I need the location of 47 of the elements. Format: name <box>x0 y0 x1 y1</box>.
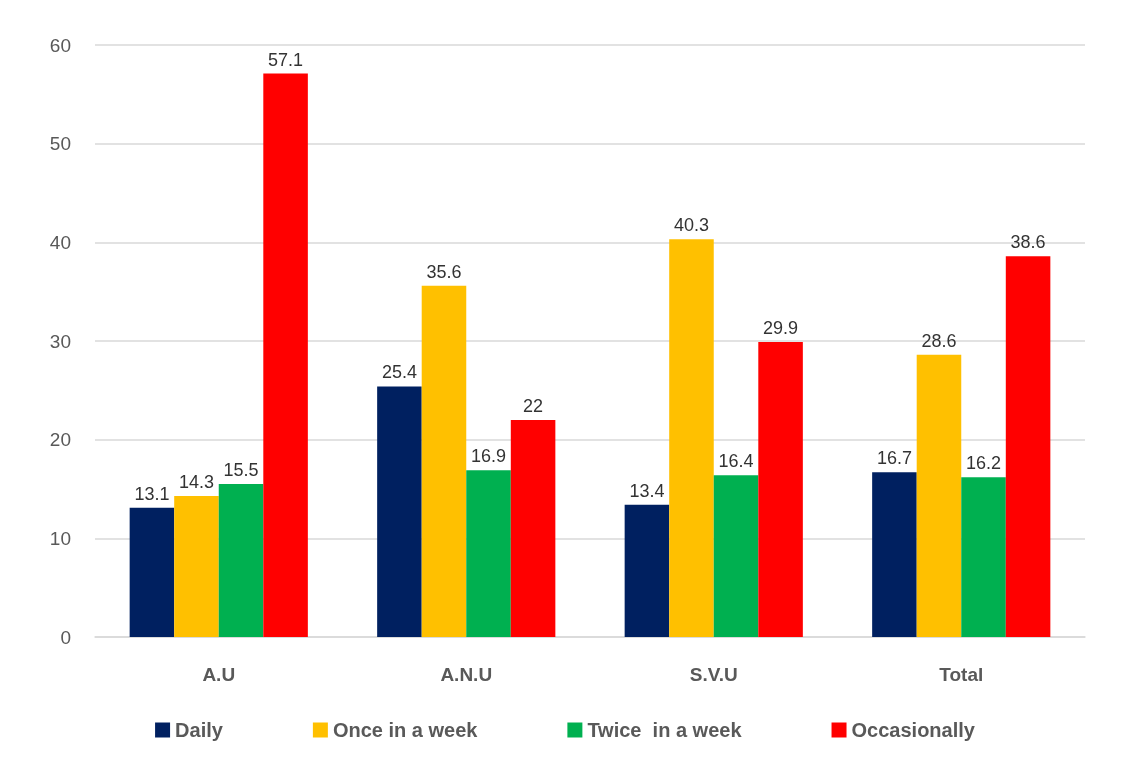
data-label: 13.1 <box>134 483 170 504</box>
bar <box>1005 256 1051 637</box>
data-label: 22 <box>523 395 544 416</box>
legend-label: Daily <box>175 719 224 741</box>
bar <box>669 239 714 637</box>
data-label: 25.4 <box>381 362 417 383</box>
data-label: 13.4 <box>629 480 665 501</box>
data-label: 16.9 <box>471 446 507 467</box>
data-label: 29.9 <box>763 317 799 338</box>
y-tick-label: 30 <box>49 330 71 352</box>
x-tick-label: A.N.U <box>440 664 493 685</box>
y-tick-label: 10 <box>49 527 71 549</box>
x-tick-label: Total <box>939 664 984 685</box>
data-label: 16.4 <box>718 451 754 472</box>
data-label: 28.6 <box>921 330 957 351</box>
bar <box>624 504 670 637</box>
y-tick-label: 0 <box>60 626 71 648</box>
data-label: 16.2 <box>966 453 1002 474</box>
bar <box>758 341 803 637</box>
data-label: 35.6 <box>426 261 462 282</box>
y-tick-label: 40 <box>49 231 71 253</box>
bar <box>872 472 917 637</box>
data-label: 15.5 <box>223 460 259 481</box>
data-label: 40.3 <box>673 215 709 236</box>
bar <box>466 470 511 637</box>
bar <box>961 477 1006 637</box>
bar <box>510 419 556 637</box>
legend-label: Occasionally <box>851 719 976 741</box>
bar <box>174 495 219 637</box>
data-label: 38.6 <box>1010 232 1046 253</box>
y-tick-label: 60 <box>49 34 71 56</box>
bar <box>218 484 264 637</box>
bar <box>263 73 308 637</box>
bar <box>916 354 962 637</box>
bar <box>377 386 422 637</box>
bar <box>713 475 759 637</box>
y-tick-label: 50 <box>49 133 71 155</box>
data-label: 14.3 <box>178 471 214 492</box>
x-tick-label: S.V.U <box>689 664 738 685</box>
legend-label: Once in a week <box>332 719 479 741</box>
x-tick-label: A.U <box>202 664 236 685</box>
y-tick-label: 20 <box>49 429 71 451</box>
data-label: 57.1 <box>268 49 304 70</box>
bar <box>129 507 175 637</box>
bar <box>421 285 467 637</box>
data-label: 16.7 <box>876 448 912 469</box>
legend-label: Twice in a week <box>587 719 743 741</box>
